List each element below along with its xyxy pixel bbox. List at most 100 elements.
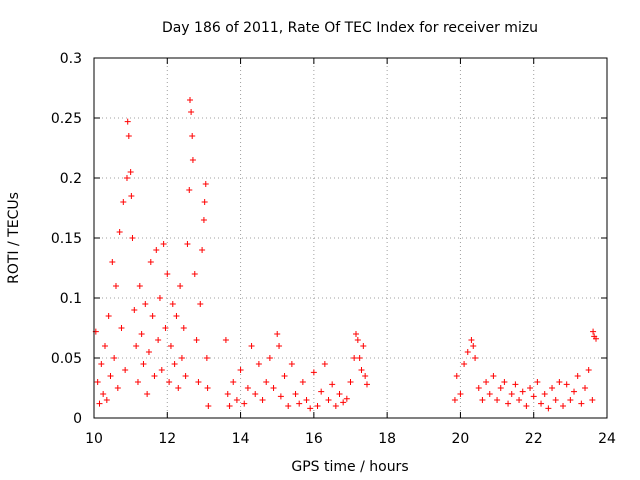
data-point bbox=[103, 397, 110, 403]
data-point bbox=[129, 235, 136, 241]
axis-ticks bbox=[93, 57, 608, 419]
data-points bbox=[92, 97, 600, 412]
data-point bbox=[230, 379, 237, 385]
data-point bbox=[237, 367, 244, 373]
data-point bbox=[314, 403, 321, 409]
y-tick-label: 0 bbox=[73, 411, 82, 427]
data-point bbox=[105, 313, 112, 319]
y-tick-label: 0.3 bbox=[60, 51, 82, 67]
data-point bbox=[363, 381, 370, 388]
data-point bbox=[188, 109, 195, 115]
data-point bbox=[296, 400, 303, 407]
data-point bbox=[189, 157, 196, 163]
data-point bbox=[205, 403, 212, 409]
data-point bbox=[563, 381, 570, 388]
data-point bbox=[590, 328, 597, 335]
data-point bbox=[483, 379, 490, 385]
data-point bbox=[541, 391, 548, 397]
data-point bbox=[224, 391, 231, 397]
x-tick-label: 18 bbox=[378, 431, 396, 447]
data-point bbox=[497, 385, 504, 391]
x-tick-label: 14 bbox=[232, 431, 250, 447]
data-point bbox=[155, 337, 162, 343]
data-point bbox=[128, 193, 135, 199]
data-point bbox=[114, 385, 121, 391]
data-point bbox=[508, 391, 515, 397]
data-point bbox=[523, 403, 530, 409]
data-point bbox=[501, 379, 508, 385]
data-point bbox=[189, 133, 196, 139]
data-point bbox=[336, 391, 343, 397]
data-point bbox=[556, 379, 563, 385]
data-point bbox=[178, 355, 185, 361]
data-point bbox=[352, 331, 359, 337]
data-point bbox=[136, 283, 143, 289]
data-point bbox=[578, 400, 585, 407]
x-tick-label: 12 bbox=[158, 431, 176, 447]
data-point bbox=[475, 385, 482, 391]
data-point bbox=[329, 381, 336, 388]
data-point bbox=[354, 337, 361, 343]
data-point bbox=[109, 259, 116, 265]
data-point bbox=[177, 283, 184, 289]
data-point bbox=[142, 301, 149, 307]
y-tick-label: 0.05 bbox=[51, 351, 82, 367]
data-point bbox=[325, 397, 332, 403]
data-point bbox=[545, 405, 552, 412]
data-point bbox=[252, 391, 259, 397]
data-point bbox=[516, 397, 523, 403]
y-axis-tick-labels: 0 0.05 0.1 0.15 0.2 0.25 0.3 bbox=[51, 51, 82, 427]
y-tick-label: 0.2 bbox=[60, 171, 82, 187]
data-point bbox=[351, 355, 358, 361]
data-point bbox=[167, 343, 174, 349]
data-point bbox=[175, 385, 182, 391]
data-point bbox=[158, 367, 165, 373]
data-point bbox=[191, 271, 198, 277]
data-point bbox=[560, 403, 567, 409]
data-point bbox=[266, 355, 273, 361]
data-point bbox=[127, 169, 134, 175]
data-point bbox=[138, 331, 145, 337]
data-point bbox=[124, 118, 131, 125]
data-point bbox=[120, 199, 127, 205]
data-point bbox=[343, 395, 350, 402]
data-point bbox=[144, 391, 151, 397]
y-tick-label: 0.1 bbox=[60, 291, 82, 307]
data-point bbox=[123, 175, 130, 181]
data-point bbox=[186, 187, 193, 193]
data-point bbox=[362, 373, 369, 379]
data-point bbox=[145, 349, 152, 355]
data-point bbox=[468, 337, 475, 343]
x-tick-label: 20 bbox=[452, 431, 470, 447]
data-point bbox=[274, 331, 281, 337]
data-point bbox=[288, 361, 295, 367]
data-point bbox=[118, 325, 125, 331]
data-point bbox=[538, 400, 545, 407]
data-point bbox=[134, 379, 141, 385]
data-point bbox=[527, 385, 534, 391]
data-point bbox=[162, 325, 169, 331]
data-point bbox=[585, 367, 592, 373]
data-point bbox=[276, 343, 283, 349]
data-point bbox=[307, 405, 314, 412]
data-point bbox=[479, 397, 486, 403]
data-point bbox=[255, 361, 262, 367]
data-point bbox=[310, 369, 317, 376]
data-point bbox=[131, 307, 138, 313]
data-point bbox=[494, 397, 501, 403]
data-point bbox=[259, 397, 266, 403]
data-point bbox=[534, 379, 541, 385]
data-point bbox=[116, 229, 123, 235]
data-point bbox=[340, 399, 347, 406]
data-point bbox=[200, 217, 207, 223]
data-point bbox=[241, 400, 248, 407]
data-point bbox=[100, 391, 107, 397]
data-point bbox=[111, 355, 118, 361]
data-point bbox=[184, 241, 191, 247]
data-point bbox=[226, 403, 233, 409]
y-axis-label: ROTI / TECUs bbox=[6, 192, 22, 284]
data-point bbox=[204, 385, 211, 391]
data-point bbox=[171, 361, 178, 367]
data-point bbox=[151, 373, 158, 379]
